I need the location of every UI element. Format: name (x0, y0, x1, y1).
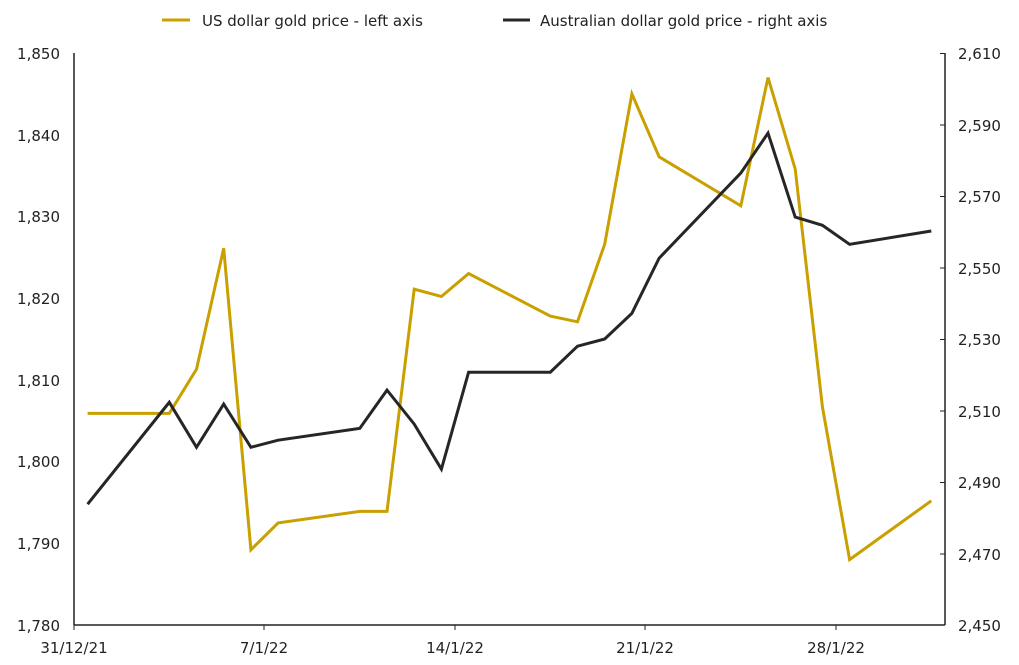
right-tick-2570: 2,570 (958, 188, 1001, 206)
left-tick-1810: 1,810 (17, 372, 60, 390)
left-tick-1840: 1,840 (17, 127, 60, 145)
left-axis-labels: 1,850 1,840 1,830 1,820 1,810 1,800 1,79… (17, 45, 60, 635)
legend: US dollar gold price - left axis Austral… (162, 12, 827, 30)
x-tick-7-1-22: 7/1/22 (240, 639, 288, 657)
right-axis-labels: 2,610 2,590 2,570 2,550 2,530 2,510 2,49… (958, 45, 1001, 635)
right-tick-2450: 2,450 (958, 617, 1001, 635)
right-tick-2490: 2,490 (958, 474, 1001, 492)
x-tick-14-1-22: 14/1/22 (426, 639, 484, 657)
right-tick-2550: 2,550 (958, 260, 1001, 278)
left-tick-1800: 1,800 (17, 453, 60, 471)
x-tick-21-1-22: 21/1/22 (616, 639, 674, 657)
left-tick-1830: 1,830 (17, 208, 60, 226)
right-tick-2530: 2,530 (958, 331, 1001, 349)
right-tick-2610: 2,610 (958, 45, 1001, 63)
x-tick-31-12-21: 31/12/21 (40, 639, 107, 657)
usd-gold-price-line (87, 77, 933, 563)
x-tick-28-1-22: 28/1/22 (807, 639, 865, 657)
legend-label-aud: Australian dollar gold price - right axi… (540, 12, 827, 30)
legend-item-aud: Australian dollar gold price - right axi… (503, 12, 827, 30)
left-tick-1820: 1,820 (17, 290, 60, 308)
right-tick-2470: 2,470 (958, 546, 1001, 564)
right-axis-ticks (940, 53, 945, 626)
legend-item-usd: US dollar gold price - left axis (162, 12, 423, 30)
right-tick-2590: 2,590 (958, 117, 1001, 135)
x-axis-ticks (73, 625, 837, 630)
legend-label-usd: US dollar gold price - left axis (202, 12, 423, 30)
right-tick-2510: 2,510 (958, 403, 1001, 421)
x-axis-labels: 31/12/21 7/1/22 14/1/22 21/1/22 28/1/22 (40, 639, 865, 657)
aud-gold-price-line (86, 129, 932, 506)
left-tick-1790: 1,790 (17, 535, 60, 553)
left-tick-1850: 1,850 (17, 45, 60, 63)
left-tick-1780: 1,780 (17, 617, 60, 635)
